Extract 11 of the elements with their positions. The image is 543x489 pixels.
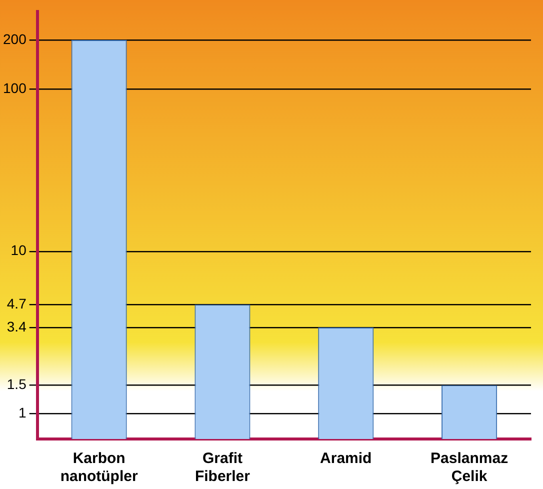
y-tick-label: 10 (10, 242, 27, 258)
y-tick-label: 1 (18, 404, 27, 421)
y-tick-label: 200 (3, 30, 27, 47)
x-tick-label: Karbon nanotüpler (60, 450, 138, 486)
x-tick-label: Paslanmaz Çelik (430, 450, 508, 486)
x-tick-label: Aramid (320, 450, 372, 468)
y-tick-label: 3.4 (6, 318, 27, 334)
y-tick-label: 1.5 (6, 376, 27, 392)
y-tick-label: 100 (3, 80, 27, 96)
x-tick-label: Grafit Fiberler (194, 450, 250, 486)
y-tick-label: 4.7 (6, 296, 27, 312)
